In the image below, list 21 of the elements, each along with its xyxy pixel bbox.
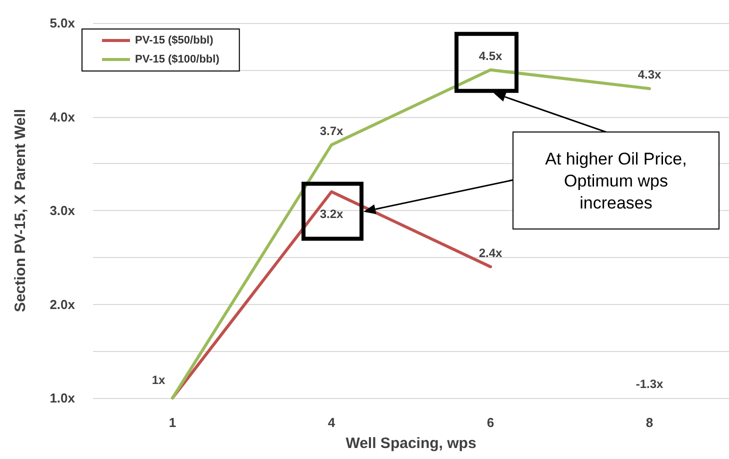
y-tick-label: 5.0x <box>50 16 76 30</box>
x-tick-label: 8 <box>646 415 654 430</box>
y-tick-label: 1.0x <box>50 390 76 406</box>
data-label: 2.4x <box>478 246 502 260</box>
data-label: 4.5x <box>478 48 502 63</box>
y-tick-label: 3.0x <box>50 203 76 218</box>
legend-label: PV-15 ($50/bbl) <box>135 34 214 46</box>
x-tick-label: 1 <box>168 415 176 430</box>
x-tick-label: 4 <box>328 415 336 430</box>
y-tick-label: 4.0x <box>50 109 76 124</box>
y-axis-title: Section PV-15, X Parent Well <box>12 108 29 312</box>
y-tick-label: 2.0x <box>50 296 76 312</box>
x-axis-title: Well Spacing, wps <box>346 435 476 452</box>
legend-label: PV-15 ($100/bbl) <box>135 54 220 66</box>
x-tick-label: 6 <box>486 415 494 430</box>
annotation: -1.3x <box>636 377 664 391</box>
data-label: 1x <box>152 373 166 387</box>
data-label: 4.3x <box>638 68 662 82</box>
annotation: At higher Oil Price, Optimum wps increases <box>545 150 687 212</box>
data-label: 3.2x <box>320 206 344 221</box>
data-label: 3.7x <box>320 124 344 138</box>
